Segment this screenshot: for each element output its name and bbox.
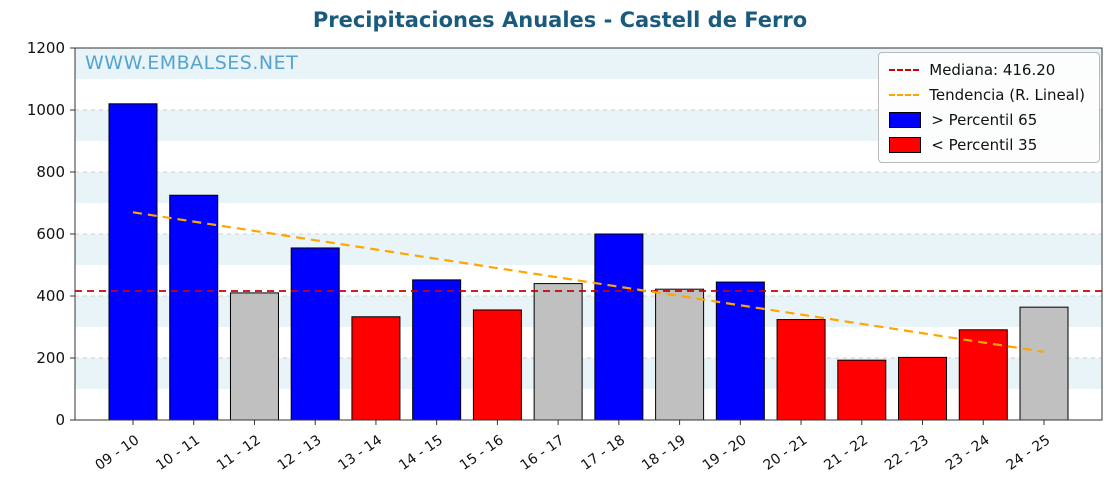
legend-p35-label: < Percentil 35: [931, 136, 1038, 154]
y-tick-label: 600: [36, 225, 65, 243]
y-tick-label: 1200: [27, 39, 65, 57]
y-tick-label: 800: [36, 163, 65, 181]
p35-swatch: [889, 137, 922, 153]
bar-20-21: [776, 319, 826, 421]
bar-21-22: [837, 359, 887, 421]
x-tick-label: 18 - 19: [639, 432, 689, 474]
bar-10-11: [169, 194, 219, 421]
background-stripe: [75, 234, 1102, 265]
legend-item-p65: > Percentil 65: [889, 111, 1085, 129]
x-tick-label: 24 - 25: [1003, 432, 1053, 474]
bar-24-25: [1019, 306, 1069, 421]
bar-09-10: [108, 103, 158, 421]
bar-18-19: [655, 288, 705, 421]
bar-16-17: [533, 283, 583, 421]
legend-item-median: Mediana: 416.20: [889, 61, 1085, 79]
bar-11-12: [229, 292, 279, 421]
x-tick-label: 19 - 20: [700, 432, 750, 474]
x-tick-label: 10 - 11: [153, 432, 203, 474]
watermark: WWW.EMBALSES.NET: [85, 52, 299, 74]
bar-22-23: [898, 356, 948, 421]
legend-item-p35: < Percentil 35: [889, 136, 1085, 154]
x-tick-label: 14 - 15: [396, 432, 446, 474]
p65-swatch: [889, 112, 922, 128]
y-tick-label: 400: [36, 287, 65, 305]
y-tick-label: 0: [55, 411, 65, 429]
legend-p65-label: > Percentil 65: [931, 111, 1038, 129]
x-tick-label: 17 - 18: [578, 432, 628, 474]
chart-title: Precipitaciones Anuales - Castell de Fer…: [312, 8, 808, 32]
x-tick-label: 22 - 23: [882, 432, 932, 474]
x-tick-label: 13 - 14: [335, 432, 385, 474]
y-tick-label: 1000: [27, 101, 65, 119]
trend-line: [132, 211, 1045, 353]
x-tick-label: 12 - 13: [275, 432, 325, 474]
background-stripe: [75, 172, 1102, 203]
bar-13-14: [351, 316, 401, 421]
x-tick-label: 16 - 17: [518, 432, 568, 474]
x-tick-label: 09 - 10: [92, 432, 142, 474]
legend-item-trend: Tendencia (R. Lineal): [889, 86, 1085, 104]
legend: Mediana: 416.20 Tendencia (R. Lineal) > …: [878, 52, 1100, 163]
bar-19-20: [715, 281, 765, 421]
bar-12-13: [290, 247, 340, 421]
y-tick-label: 200: [36, 349, 65, 367]
trend-line-swatch: [889, 94, 920, 96]
bar-15-16: [472, 309, 522, 421]
background-stripe: [75, 296, 1102, 327]
legend-trend-label: Tendencia (R. Lineal): [929, 86, 1085, 104]
median-line-swatch: [889, 69, 920, 71]
x-tick-label: 15 - 16: [457, 432, 507, 474]
background-stripe: [75, 358, 1102, 389]
x-tick-label: 20 - 21: [761, 432, 811, 474]
x-tick-label: 21 - 22: [821, 432, 871, 474]
bar-17-18: [594, 233, 644, 421]
legend-median-label: Mediana: 416.20: [929, 61, 1056, 79]
bar-14-15: [412, 279, 462, 421]
x-tick-label: 11 - 12: [214, 432, 264, 474]
x-tick-label: 23 - 24: [943, 432, 993, 474]
